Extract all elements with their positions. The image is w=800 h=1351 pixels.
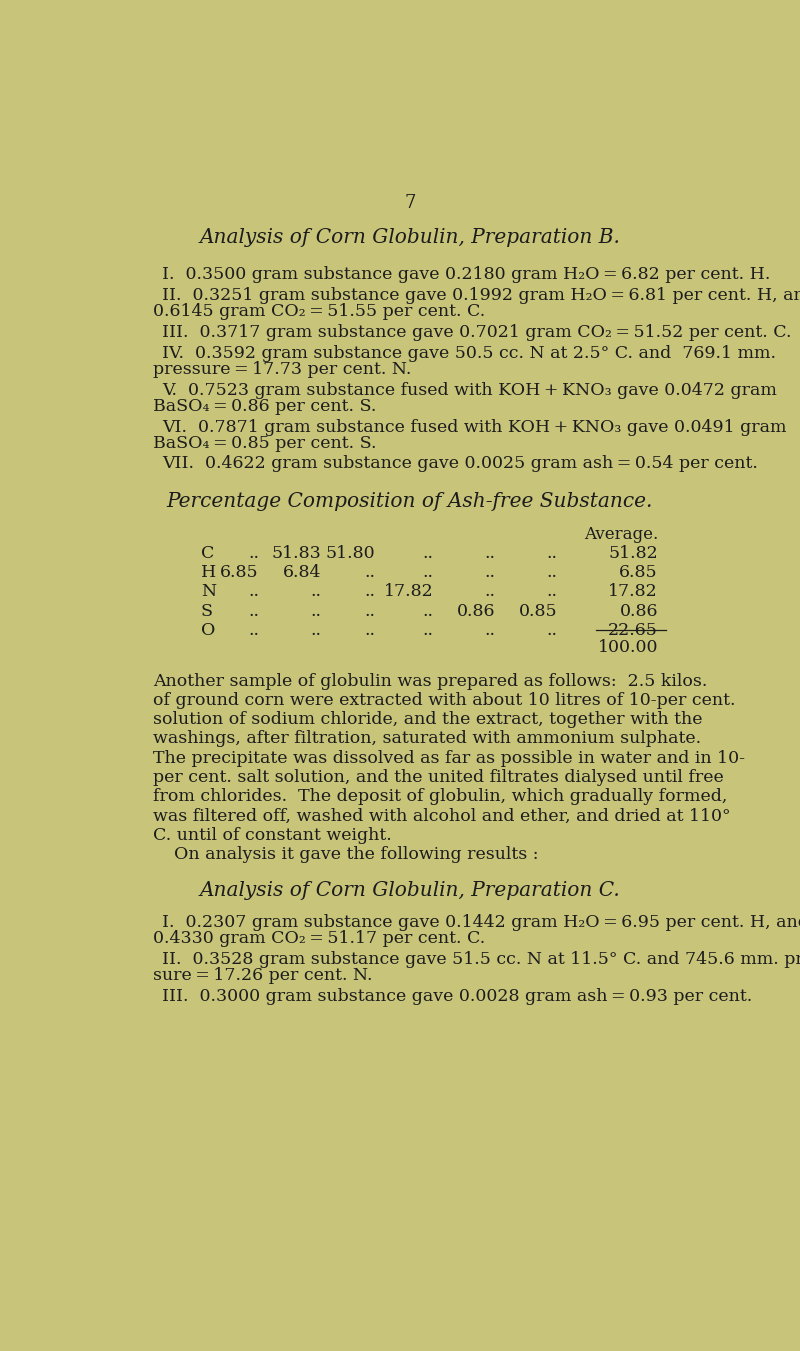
Text: ..: .. xyxy=(422,544,434,562)
Text: ..: .. xyxy=(310,603,321,620)
Text: 0.85: 0.85 xyxy=(518,603,558,620)
Text: BaSO₄ = 0.85 per cent. S.: BaSO₄ = 0.85 per cent. S. xyxy=(153,435,376,451)
Text: ..: .. xyxy=(422,603,434,620)
Text: II.  0.3528 gram substance gave 51.5 cc. N at 11.5° C. and 745.6 mm. pres-: II. 0.3528 gram substance gave 51.5 cc. … xyxy=(162,951,800,967)
Text: 51.82: 51.82 xyxy=(608,544,658,562)
Text: 6.85: 6.85 xyxy=(220,565,259,581)
Text: 17.82: 17.82 xyxy=(383,584,434,600)
Text: 0.86: 0.86 xyxy=(619,603,658,620)
Text: C. until of constant weight.: C. until of constant weight. xyxy=(153,827,391,843)
Text: 6.84: 6.84 xyxy=(282,565,321,581)
Text: Average.: Average. xyxy=(584,527,658,543)
Text: sure = 17.26 per cent. N.: sure = 17.26 per cent. N. xyxy=(153,967,372,984)
Text: II.  0.3251 gram substance gave 0.1992 gram H₂O = 6.81 per cent. H, and: II. 0.3251 gram substance gave 0.1992 gr… xyxy=(162,286,800,304)
Text: ..: .. xyxy=(310,621,321,639)
Text: 0.86: 0.86 xyxy=(457,603,495,620)
Text: per cent. salt solution, and the united filtrates dialysed until free: per cent. salt solution, and the united … xyxy=(153,769,723,786)
Text: pressure = 17.73 per cent. N.: pressure = 17.73 per cent. N. xyxy=(153,361,411,378)
Text: ..: .. xyxy=(484,544,495,562)
Text: N: N xyxy=(201,584,216,600)
Text: ..: .. xyxy=(484,584,495,600)
Text: III.  0.3717 gram substance gave 0.7021 gram CO₂ = 51.52 per cent. C.: III. 0.3717 gram substance gave 0.7021 g… xyxy=(162,324,791,340)
Text: 22.65: 22.65 xyxy=(608,621,658,639)
Text: ..: .. xyxy=(546,584,558,600)
Text: 0.4330 gram CO₂ = 51.17 per cent. C.: 0.4330 gram CO₂ = 51.17 per cent. C. xyxy=(153,929,485,947)
Text: ..: .. xyxy=(546,565,558,581)
Text: 0.6145 gram CO₂ = 51.55 per cent. C.: 0.6145 gram CO₂ = 51.55 per cent. C. xyxy=(153,303,485,320)
Text: I.  0.2307 gram substance gave 0.1442 gram H₂O = 6.95 per cent. H, and: I. 0.2307 gram substance gave 0.1442 gra… xyxy=(162,913,800,931)
Text: BaSO₄ = 0.86 per cent. S.: BaSO₄ = 0.86 per cent. S. xyxy=(153,397,376,415)
Text: ..: .. xyxy=(248,621,259,639)
Text: III.  0.3000 gram substance gave 0.0028 gram ash = 0.93 per cent.: III. 0.3000 gram substance gave 0.0028 g… xyxy=(162,988,752,1005)
Text: from chlorides.  The deposit of globulin, which gradually formed,: from chlorides. The deposit of globulin,… xyxy=(153,788,727,805)
Text: The precipitate was dissolved as far as possible in water and in 10-: The precipitate was dissolved as far as … xyxy=(153,750,745,766)
Text: 51.83: 51.83 xyxy=(271,544,321,562)
Text: ..: .. xyxy=(310,584,321,600)
Text: ..: .. xyxy=(364,584,375,600)
Text: Analysis of Corn Globulin, Preparation B.: Analysis of Corn Globulin, Preparation B… xyxy=(199,227,621,247)
Text: of ground corn were extracted with about 10 litres of 10‑per cent.: of ground corn were extracted with about… xyxy=(153,692,735,709)
Text: ..: .. xyxy=(484,621,495,639)
Text: VI.  0.7871 gram substance fused with KOH + KNO₃ gave 0.0491 gram: VI. 0.7871 gram substance fused with KOH… xyxy=(162,419,786,435)
Text: ..: .. xyxy=(248,544,259,562)
Text: Analysis of Corn Globulin, Preparation C.: Analysis of Corn Globulin, Preparation C… xyxy=(200,881,620,900)
Text: I.  0.3500 gram substance gave 0.2180 gram H₂O = 6.82 per cent. H.: I. 0.3500 gram substance gave 0.2180 gra… xyxy=(162,266,770,284)
Text: On analysis it gave the following results :: On analysis it gave the following result… xyxy=(174,846,538,863)
Text: ..: .. xyxy=(364,621,375,639)
Text: ..: .. xyxy=(484,565,495,581)
Text: ..: .. xyxy=(546,544,558,562)
Text: C: C xyxy=(201,544,214,562)
Text: IV.  0.3592 gram substance gave 50.5 cc. N at 2.5° C. and  769.1 mm.: IV. 0.3592 gram substance gave 50.5 cc. … xyxy=(162,345,776,362)
Text: O: O xyxy=(201,621,215,639)
Text: 6.85: 6.85 xyxy=(619,565,658,581)
Text: ..: .. xyxy=(422,621,434,639)
Text: ..: .. xyxy=(546,621,558,639)
Text: Another sample of globulin was prepared as follows:  2.5 kilos.: Another sample of globulin was prepared … xyxy=(153,673,707,689)
Text: VII.  0.4622 gram substance gave 0.0025 gram ash = 0.54 per cent.: VII. 0.4622 gram substance gave 0.0025 g… xyxy=(162,455,758,473)
Text: V.  0.7523 gram substance fused with KOH + KNO₃ gave 0.0472 gram: V. 0.7523 gram substance fused with KOH … xyxy=(162,381,777,399)
Text: 7: 7 xyxy=(404,195,416,212)
Text: ..: .. xyxy=(364,565,375,581)
Text: 100.00: 100.00 xyxy=(598,639,658,655)
Text: S: S xyxy=(201,603,213,620)
Text: ..: .. xyxy=(248,584,259,600)
Text: ..: .. xyxy=(364,603,375,620)
Text: ..: .. xyxy=(248,603,259,620)
Text: ..: .. xyxy=(422,565,434,581)
Text: was filtered off, washed with alcohol and ether, and dried at 110°: was filtered off, washed with alcohol an… xyxy=(153,808,730,824)
Text: 51.80: 51.80 xyxy=(326,544,375,562)
Text: H: H xyxy=(201,565,216,581)
Text: washings, after filtration, saturated with ammonium sulphate.: washings, after filtration, saturated wi… xyxy=(153,731,701,747)
Text: 17.82: 17.82 xyxy=(608,584,658,600)
Text: Percentage Composition of Ash-free Substance.: Percentage Composition of Ash-free Subst… xyxy=(167,493,653,512)
Text: solution of sodium chloride, and the extract, together with the: solution of sodium chloride, and the ext… xyxy=(153,711,702,728)
